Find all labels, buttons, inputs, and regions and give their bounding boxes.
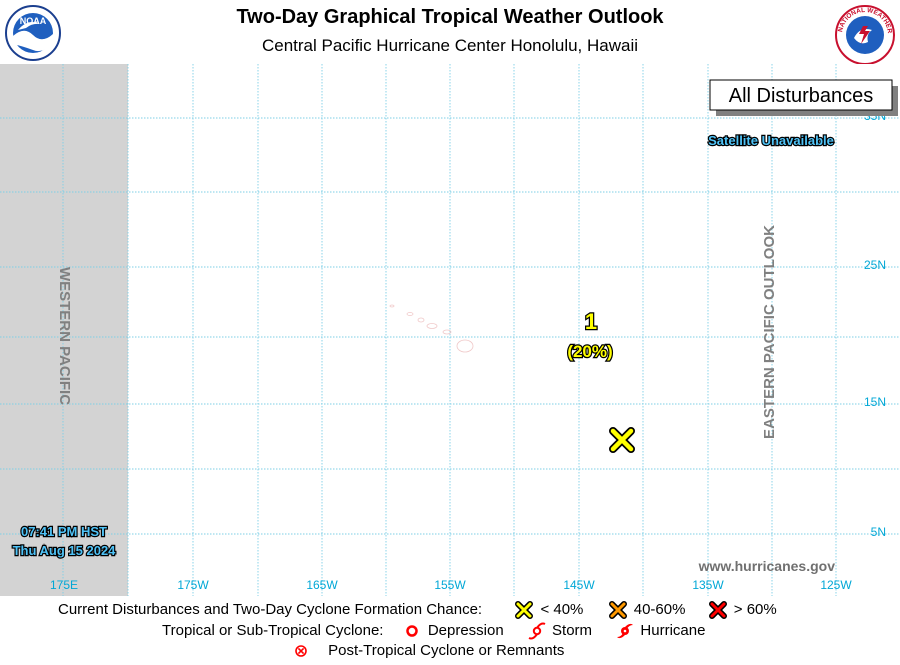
timestamp-time: 07:41 PM HST	[21, 524, 107, 539]
page-subtitle: Central Pacific Hurricane Center Honolul…	[261, 36, 639, 55]
longitude-label: 155W	[434, 578, 466, 592]
low-chance-x-icon	[609, 427, 635, 453]
satellite-status: Satellite Unavailable	[708, 133, 834, 148]
longitude-label: 165W	[306, 578, 338, 592]
legend-cyclone-label: Tropical or Sub-Tropical Cyclone:	[162, 622, 384, 640]
legend-medium-label: 40-60%	[633, 601, 686, 619]
longitude-label: 125W	[820, 578, 852, 592]
low-chance-x-icon	[515, 601, 534, 620]
legend-storm-label: Storm	[552, 622, 593, 640]
eastern-pacific-label: EASTERN PACIFIC OUTLOOK	[761, 225, 778, 439]
legend-disturbances-label: Current Disturbances and Two-Day Cyclone…	[58, 601, 483, 619]
western-pacific-shade	[0, 64, 128, 596]
legend-depression-label: Depression	[427, 622, 504, 640]
legend-row-cyclones: Tropical or Sub-Tropical Cyclone: Depres…	[162, 621, 705, 641]
latitude-label: 15N	[864, 395, 886, 409]
outlook-map: 175E175W165W155W145W135W125W35N25N15N5N …	[0, 64, 900, 596]
longitude-label: 175W	[177, 578, 209, 592]
post-tropical-icon	[295, 645, 307, 657]
latitude-label: 5N	[871, 525, 886, 539]
storm-icon	[528, 622, 546, 640]
longitude-label: 145W	[563, 578, 595, 592]
filter-box[interactable]: All Disturbances	[709, 79, 898, 116]
ocean-area	[0, 64, 900, 596]
legend-hurricane-label: Hurricane	[640, 622, 706, 640]
hurricane-icon	[617, 623, 634, 639]
nws-logo: NATIONAL WEATHER SERVICE	[834, 4, 895, 65]
legend-high-label: > 60%	[733, 601, 777, 619]
depression-icon	[405, 625, 418, 637]
longitude-label: 175E	[50, 578, 78, 592]
noaa-logo: NOAA	[5, 5, 61, 61]
hawaiian-islands	[389, 304, 474, 353]
disturbance-number: 1	[585, 309, 597, 334]
website-link[interactable]: www.hurricanes.gov	[698, 558, 836, 574]
western-pacific-label: WESTERN PACIFIC	[56, 267, 73, 405]
timestamp-date: Thu Aug 15 2024	[13, 543, 117, 558]
legend-row-post-tropical: Post-Tropical Cyclone or Remnants	[294, 641, 564, 661]
page-title: Two-Day Graphical Tropical Weather Outlo…	[236, 6, 664, 28]
high-chance-x-icon	[708, 601, 727, 620]
disturbance-1[interactable]: 1 (20%)	[566, 308, 635, 453]
latitude-label: 25N	[864, 258, 886, 272]
medium-chance-x-icon	[608, 601, 627, 620]
legend-post-tropical-label: Post-Tropical Cyclone or Remnants	[328, 642, 565, 660]
noaa-logo-text: NOAA	[20, 16, 47, 26]
legend-row-disturbances: Current Disturbances and Two-Day Cyclone…	[58, 600, 777, 620]
filter-label: All Disturbances	[729, 85, 874, 107]
disturbance-chance: (20%)	[567, 342, 612, 361]
legend-low-label: < 40%	[540, 601, 584, 619]
longitude-label: 135W	[692, 578, 724, 592]
